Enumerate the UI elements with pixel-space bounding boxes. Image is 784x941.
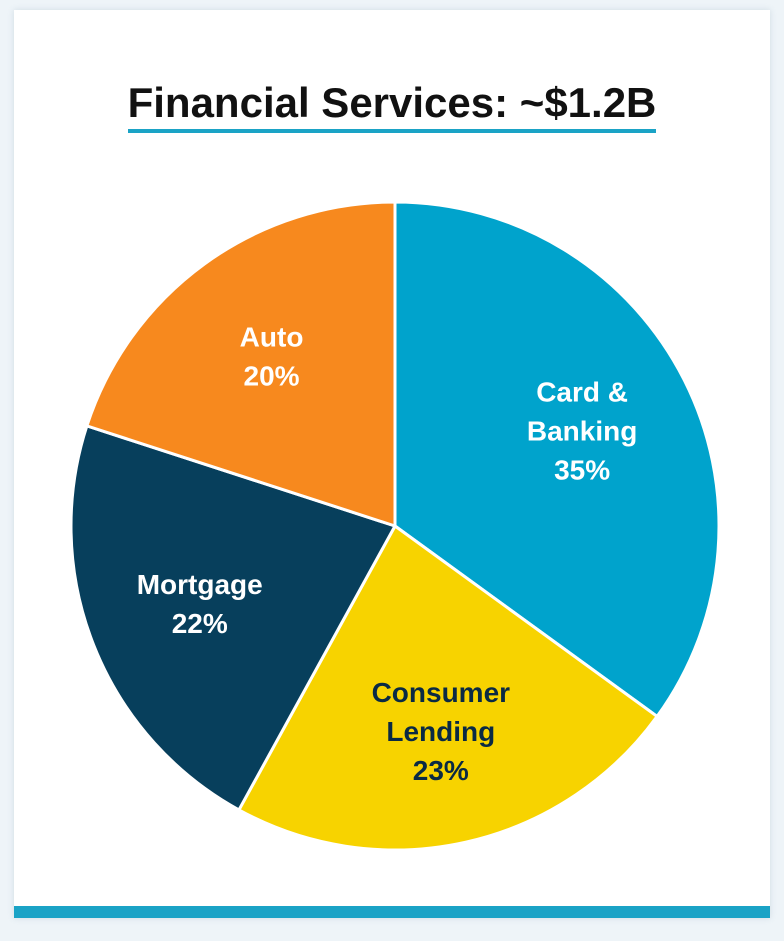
chart-title: Financial Services: ~$1.2B [14,82,770,133]
slice-value-label: 22% [172,608,228,639]
chart-title-text: Financial Services: ~$1.2B [127,82,657,133]
slice-category-label: Consumer [372,677,511,708]
slice-value-label: 35% [554,455,610,486]
pie-slice-1 [237,524,659,852]
pie-slice-label-1: Consumer Lending 23% [372,677,511,786]
pie-slice-3 [85,200,397,528]
pie-chart: Card & Banking 35% Consumer Lending 23% Mortga… [69,200,721,852]
slice-category-label: Banking [527,416,637,447]
slice-category-label: Auto [240,322,304,353]
slice-category-label: Card & [536,377,628,408]
slice-value-label: 20% [244,361,300,392]
slice-value-label: 23% [413,755,469,786]
chart-card: Financial Services: ~$1.2B Card & Banking… [14,10,770,918]
pie-slice-label-2: Mortgage 22% [137,569,263,639]
pie-slice-0 [393,200,721,718]
bottom-accent-bar [14,906,770,918]
pie-slice-2 [69,424,397,812]
pie-slice-label-0: Card & Banking 35% [527,377,637,486]
slice-category-label: Mortgage [137,569,263,600]
pie-slice-label-3: Auto 20% [240,322,304,392]
slice-category-label: Lending [386,716,495,747]
